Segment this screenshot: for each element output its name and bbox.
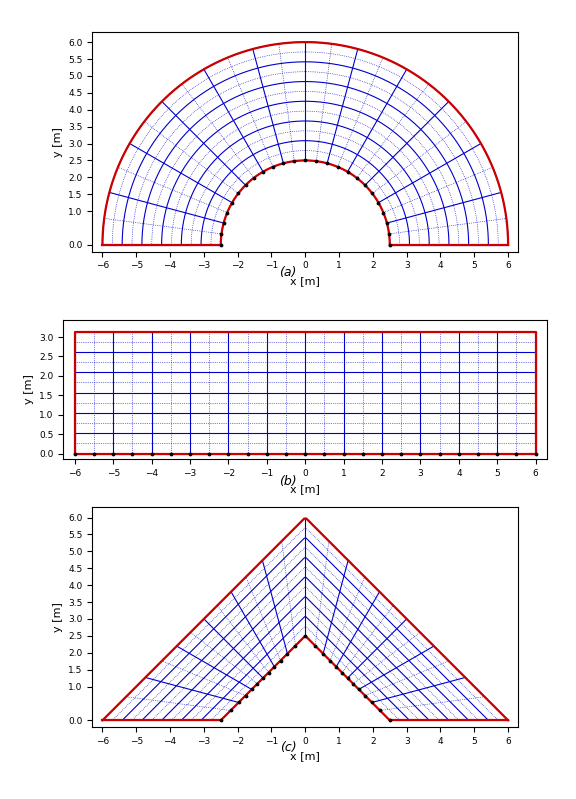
- Point: [247, 683, 256, 696]
- Point: [397, 447, 406, 460]
- Point: [376, 704, 385, 717]
- X-axis label: x [m]: x [m]: [290, 276, 320, 286]
- Point: [276, 654, 285, 667]
- Point: [109, 447, 118, 460]
- Point: [70, 447, 79, 460]
- Point: [333, 161, 342, 173]
- Y-axis label: y [m]: y [m]: [52, 602, 63, 632]
- Point: [319, 647, 328, 660]
- Point: [222, 206, 232, 219]
- Point: [219, 217, 228, 229]
- Point: [374, 197, 383, 209]
- Point: [89, 447, 98, 460]
- Point: [270, 660, 279, 673]
- Y-axis label: y [m]: y [m]: [52, 127, 63, 157]
- Point: [325, 654, 335, 667]
- Point: [204, 447, 214, 460]
- Point: [512, 447, 521, 460]
- Point: [217, 228, 226, 240]
- Point: [385, 239, 395, 252]
- Point: [262, 447, 271, 460]
- Point: [166, 447, 176, 460]
- Point: [339, 447, 348, 460]
- Text: (c): (c): [280, 741, 296, 754]
- Point: [301, 447, 310, 460]
- Point: [128, 447, 137, 460]
- Point: [301, 154, 310, 167]
- Point: [435, 447, 444, 460]
- Point: [259, 165, 268, 178]
- Point: [243, 447, 252, 460]
- Point: [268, 161, 278, 173]
- Point: [384, 228, 393, 240]
- Point: [290, 155, 299, 168]
- Point: [473, 447, 483, 460]
- Point: [147, 447, 156, 460]
- Point: [228, 197, 237, 209]
- Point: [332, 660, 341, 673]
- Point: [264, 666, 273, 679]
- Point: [241, 179, 250, 192]
- Point: [283, 647, 292, 660]
- Point: [367, 696, 377, 709]
- Point: [279, 157, 288, 169]
- Point: [226, 704, 235, 717]
- Point: [454, 447, 464, 460]
- Point: [253, 678, 262, 690]
- Point: [361, 690, 370, 702]
- Point: [216, 714, 225, 727]
- Y-axis label: y [m]: y [m]: [24, 375, 34, 404]
- Point: [367, 187, 377, 200]
- Point: [216, 239, 225, 252]
- Point: [234, 696, 243, 709]
- Point: [259, 672, 268, 685]
- Point: [241, 690, 250, 702]
- Point: [185, 447, 195, 460]
- Point: [234, 187, 243, 200]
- Point: [382, 217, 392, 229]
- X-axis label: x [m]: x [m]: [290, 483, 320, 494]
- Text: (b): (b): [279, 475, 297, 488]
- Point: [361, 179, 370, 192]
- Point: [310, 639, 320, 652]
- Point: [323, 157, 332, 169]
- Text: (a): (a): [279, 265, 297, 279]
- Point: [249, 172, 259, 185]
- Point: [343, 672, 352, 685]
- Point: [352, 172, 361, 185]
- Point: [492, 447, 502, 460]
- Point: [320, 447, 329, 460]
- Point: [348, 678, 358, 690]
- Point: [354, 683, 363, 696]
- Point: [301, 630, 310, 642]
- Point: [385, 714, 395, 727]
- Point: [224, 447, 233, 460]
- Point: [377, 447, 386, 460]
- Point: [416, 447, 425, 460]
- Point: [358, 447, 367, 460]
- Point: [531, 447, 540, 460]
- Point: [343, 165, 352, 178]
- Point: [338, 666, 347, 679]
- Point: [312, 155, 321, 168]
- Point: [282, 447, 291, 460]
- X-axis label: x [m]: x [m]: [290, 751, 320, 761]
- Point: [379, 206, 388, 219]
- Point: [291, 639, 300, 652]
